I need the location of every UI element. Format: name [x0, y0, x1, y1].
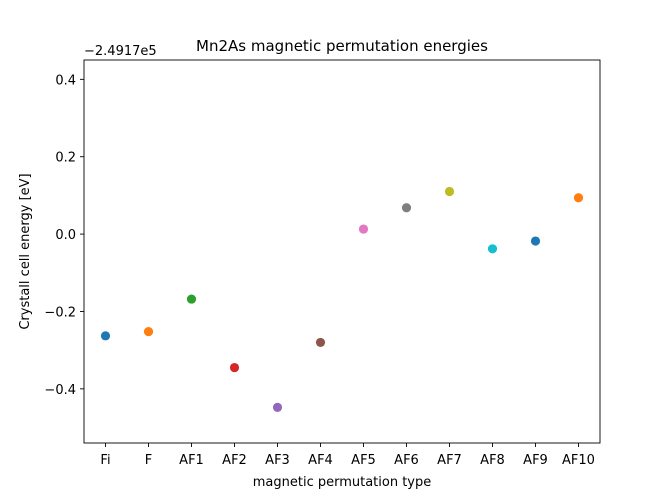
- x-tick-label: Fi: [100, 453, 110, 468]
- x-axis-label: magnetic permutation type: [253, 475, 432, 490]
- y-tick-label: 0.4: [55, 73, 76, 88]
- plot-frame: [83, 59, 601, 444]
- data-point: [573, 193, 584, 203]
- data-point: [229, 362, 240, 373]
- data-point: [487, 244, 498, 254]
- data-point: [186, 294, 197, 304]
- y-tick-label: −0.4: [44, 383, 76, 398]
- y-tick-label: 0.0: [55, 228, 76, 243]
- y-axis-label: Crystall cell energy [eV]: [18, 173, 33, 329]
- data-point: [401, 203, 412, 213]
- x-tick-label: AF7: [437, 453, 462, 468]
- x-tick-label: AF6: [394, 453, 419, 468]
- chart-title: Mn2As magnetic permutation energies: [196, 37, 488, 55]
- data-point: [315, 337, 326, 348]
- x-tick-label: AF5: [351, 453, 376, 468]
- y-tick-label: 0.2: [55, 151, 76, 166]
- plot-layer: Fi F AF1 AF2 AF3 AF4 AF5 AF6 AF7 AF8 AF9 AF10 −0.4 −0…: [44, 59, 601, 468]
- y-tick-label: −0.2: [44, 305, 76, 320]
- data-point: [444, 186, 455, 197]
- x-tick-label: AF9: [523, 453, 548, 468]
- x-tick-label: AF2: [222, 453, 247, 468]
- data-point: [143, 326, 154, 337]
- data-point: [272, 402, 283, 413]
- x-tick-label: AF4: [308, 453, 333, 468]
- data-point: [358, 224, 369, 234]
- x-tick-label: AF3: [265, 453, 290, 468]
- x-tick-label: AF1: [179, 453, 204, 468]
- data-point: [530, 236, 541, 246]
- x-tick-label: F: [145, 453, 152, 468]
- x-tick-label: AF8: [480, 453, 505, 468]
- x-tick-label: AF10: [562, 453, 595, 468]
- data-point: [100, 331, 111, 341]
- y-axis-offset-label: −2.4917e5: [84, 44, 157, 59]
